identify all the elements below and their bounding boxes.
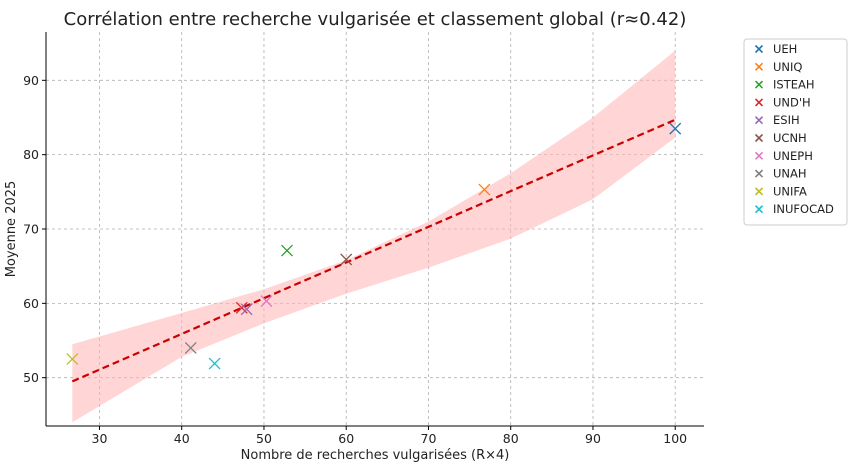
legend-label: UEH	[773, 42, 797, 56]
legend-item: UNIQ	[754, 60, 802, 74]
legend-marker	[754, 98, 764, 107]
legend-item: UND'H	[754, 95, 811, 109]
legend-label: UCNH	[773, 131, 807, 145]
marker-stroke	[669, 122, 682, 135]
marker-stroke	[184, 341, 197, 354]
legend-box	[743, 38, 848, 226]
legend-marker	[754, 205, 764, 214]
y-tick-label: 90	[23, 73, 39, 88]
legend-item: INUFOCAD	[754, 202, 834, 216]
marker-stroke	[240, 303, 253, 316]
legend-item: UCNH	[754, 131, 807, 145]
x-tick-label: 90	[585, 431, 601, 446]
legend-label: UNEPH	[773, 149, 813, 163]
legend-label: UNAH	[773, 167, 807, 181]
x-tick-label: 100	[663, 431, 687, 446]
data-point-uniq	[478, 183, 491, 196]
legend-label: UND'H	[773, 95, 811, 109]
legend-label: ISTEAH	[773, 78, 815, 92]
data-point-unifa	[66, 353, 79, 366]
legend-marker	[754, 169, 764, 178]
legend-item: UEH	[754, 42, 797, 56]
legend-item: ISTEAH	[754, 78, 815, 92]
marker-stroke	[66, 353, 79, 366]
x-tick-label: 70	[421, 431, 437, 446]
marker-stroke	[235, 301, 248, 314]
data-point-unah	[184, 341, 197, 354]
x-tick-label: 30	[92, 431, 108, 446]
x-axis-label: Nombre de recherches vulgarisées (R×4)	[241, 448, 510, 463]
marker-stroke	[260, 295, 273, 308]
legend-label: UNIQ	[773, 60, 802, 74]
data-point-inufocad	[208, 357, 221, 370]
axes: 30 40 50 60 70 80 90 100 50 60 70 80 90	[23, 32, 704, 446]
confidence-band-area	[72, 50, 676, 423]
marker-stroke	[208, 357, 221, 370]
confidence-band	[72, 50, 676, 423]
marker-stroke	[478, 183, 491, 196]
data-point-ucnh	[340, 253, 353, 266]
legend-item: UNIFA	[754, 184, 807, 198]
y-tick-label: 80	[23, 147, 39, 162]
x-tick-label: 40	[174, 431, 190, 446]
data-point-uneph	[260, 295, 273, 308]
data-point-ueh	[669, 122, 682, 135]
legend-marker	[754, 80, 764, 89]
legend-marker	[754, 44, 764, 54]
legend-label: INUFOCAD	[773, 202, 834, 216]
y-tick-label: 70	[23, 222, 39, 237]
legend-marker	[754, 187, 764, 196]
y-tick-label: 50	[23, 370, 39, 385]
legend-marker	[754, 133, 764, 143]
marker-stroke	[281, 244, 293, 257]
legend: UEH UNIQ ISTEAH UND'H ESIH UCNH UNEPH UNAH UNIFA…	[743, 38, 848, 226]
data-point-isteah	[281, 244, 293, 257]
y-tick-label: 60	[23, 296, 39, 311]
legend-item: ESIH	[754, 113, 800, 127]
data-point-esih	[240, 303, 253, 316]
legend-marker	[754, 116, 764, 125]
legend-marker	[754, 62, 764, 71]
legend-item: UNEPH	[754, 149, 813, 163]
legend-item: UNAH	[754, 167, 807, 181]
x-tick-label: 60	[338, 431, 354, 446]
x-tick-label: 80	[503, 431, 519, 446]
x-tick-label: 50	[256, 431, 272, 446]
legend-label: UNIFA	[773, 184, 807, 198]
y-axis-label: Moyenne 2025	[4, 181, 19, 278]
chart-title: Corrélation entre recherche vulgarisée e…	[64, 9, 687, 30]
marker-stroke	[340, 253, 353, 266]
data-points	[66, 122, 682, 370]
legend-label: ESIH	[773, 113, 800, 127]
legend-marker	[754, 151, 764, 160]
